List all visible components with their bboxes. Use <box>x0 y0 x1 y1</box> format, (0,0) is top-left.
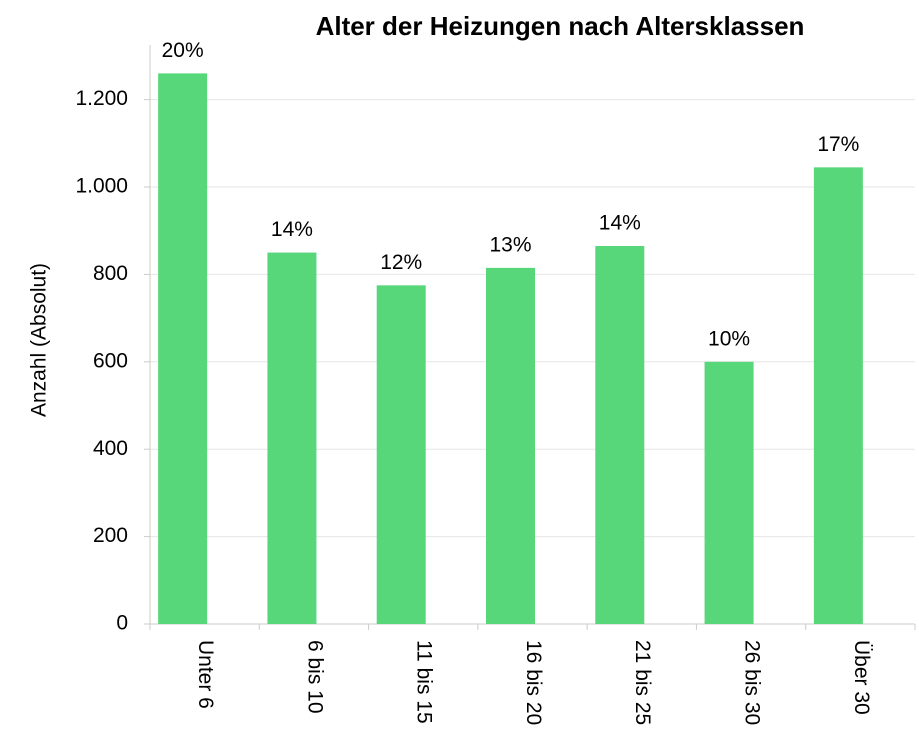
x-tick-label: 6 bis 10 <box>303 640 326 714</box>
chart-title: Alter der Heizungen nach Altersklassen <box>316 11 805 41</box>
data-label: 14% <box>599 212 641 235</box>
y-tick-label: 1.000 <box>75 175 128 198</box>
data-label: 13% <box>489 233 531 256</box>
x-tick-label: 16 bis 20 <box>522 640 545 725</box>
data-label: 10% <box>708 327 750 350</box>
y-tick-label: 800 <box>93 262 128 285</box>
x-tick-label: Unter 6 <box>194 640 217 709</box>
bar <box>595 246 645 624</box>
bar <box>704 361 754 624</box>
x-tick-label: Über 30 <box>850 640 873 715</box>
x-tick-label: 21 bis 25 <box>631 640 654 725</box>
y-tick-label: 0 <box>116 612 128 635</box>
y-tick-label: 400 <box>93 437 128 460</box>
data-label: 12% <box>380 251 422 274</box>
bar <box>813 167 863 624</box>
x-tick-label: 26 bis 30 <box>741 640 764 725</box>
bar <box>486 267 535 624</box>
bar <box>376 285 426 624</box>
data-label: 17% <box>817 133 859 156</box>
y-axis-label: Anzahl (Absolut) <box>28 263 51 417</box>
data-label: 20% <box>162 39 204 62</box>
y-tick-label: 600 <box>93 349 128 372</box>
bar <box>158 73 208 625</box>
y-tick-label: 200 <box>93 524 128 547</box>
data-label: 14% <box>271 218 313 241</box>
y-tick-label: 1.200 <box>75 87 128 110</box>
x-tick-label: 11 bis 15 <box>413 640 436 724</box>
bar <box>267 252 317 624</box>
